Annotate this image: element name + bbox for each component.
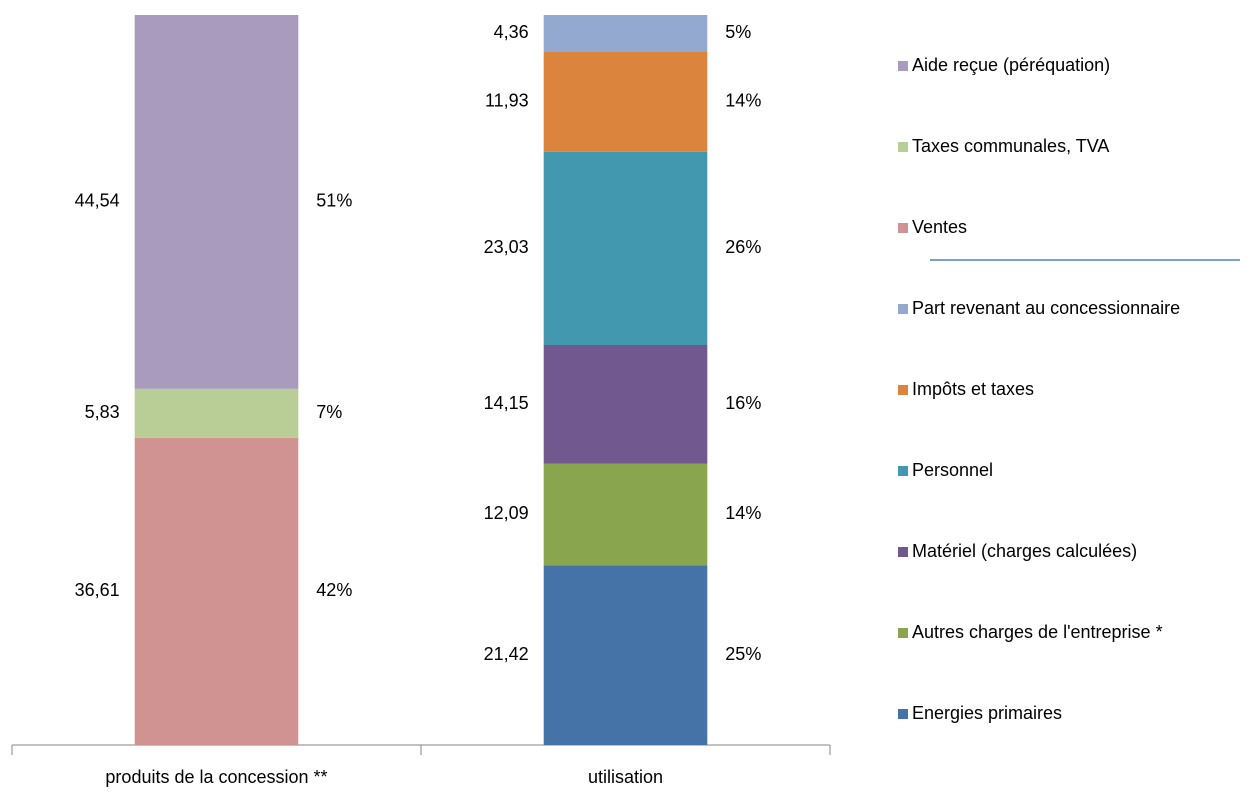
legend-swatch [898,547,908,557]
percent-label: 7% [316,402,342,422]
bar-segment [543,345,708,464]
legend-label: Taxes communales, TVA [912,136,1109,156]
value-label: 11,93 [485,90,529,110]
value-label: 36,61 [75,580,120,600]
bar-segment [543,463,708,566]
legend-swatch [898,142,908,152]
legend-swatch [898,709,908,719]
bar-segment [543,15,708,52]
bar-segment [543,51,708,152]
value-label: 12,09 [484,503,529,523]
legend-label: Aide reçue (péréquation) [912,55,1110,75]
x-tick-label: utilisation [588,767,663,787]
legend-label: Autres charges de l'entreprise * [912,622,1163,642]
bar-segment [543,151,708,346]
value-label: 23,03 [484,237,529,257]
legend-swatch [898,61,908,71]
value-label: 14,15 [484,393,529,413]
legend-swatch [898,628,908,638]
legend-label: Impôts et taxes [912,379,1034,399]
percent-label: 14% [725,503,761,523]
legend-swatch [898,304,908,314]
x-tick-label: produits de la concession ** [105,767,327,787]
bar-segment [543,565,708,745]
value-label: 21,42 [484,644,529,664]
percent-label: 16% [725,393,761,413]
value-label: 4,36 [494,22,529,42]
legend-swatch [898,385,908,395]
legend-label: Part revenant au concessionnaire [912,298,1180,318]
legend-label: Matériel (charges calculées) [912,541,1137,561]
legend-label: Personnel [912,460,993,480]
bar-segment [134,388,299,438]
legend-label: Energies primaires [912,703,1062,723]
percent-label: 42% [316,580,352,600]
value-label: 5,83 [85,402,120,422]
bar-segment [134,437,299,745]
percent-label: 26% [725,237,761,257]
bar-segment [134,15,299,389]
legend-label: Ventes [912,217,967,237]
percent-label: 14% [725,90,761,110]
percent-label: 51% [316,191,352,211]
legend-swatch [898,223,908,233]
value-label: 44,54 [75,191,120,211]
legend-swatch [898,466,908,476]
percent-label: 5% [725,22,751,42]
percent-label: 25% [725,644,761,664]
